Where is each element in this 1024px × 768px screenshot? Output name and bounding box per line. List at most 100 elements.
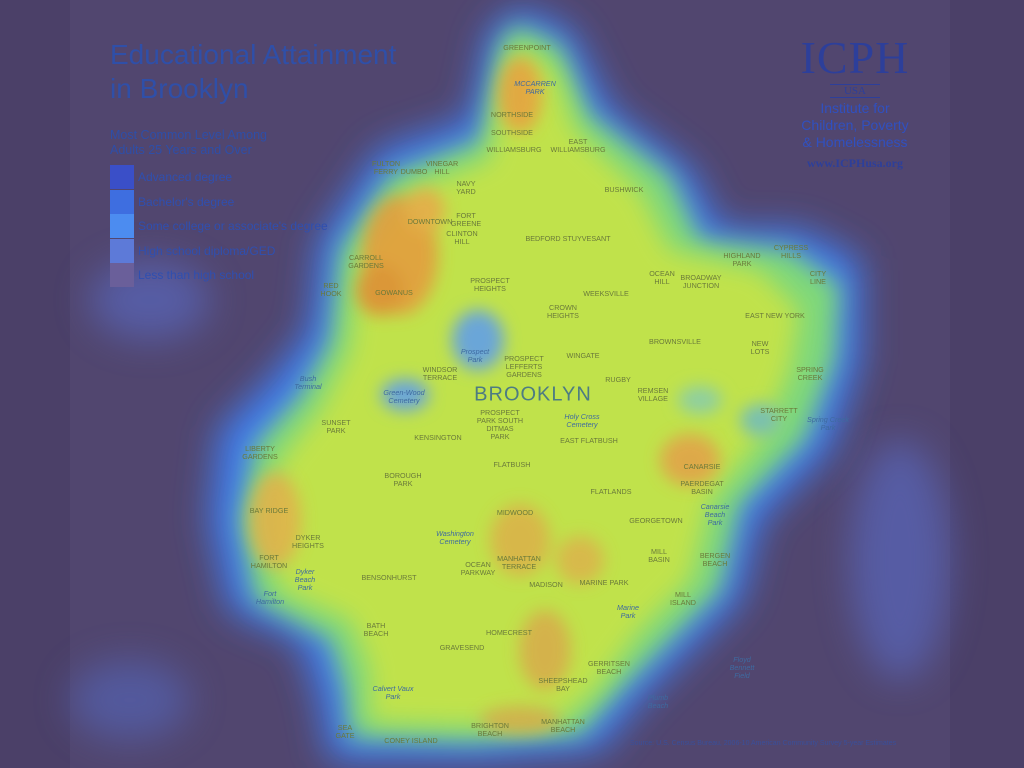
neighborhood-label: FLATLANDS (590, 487, 632, 496)
neighborhood-label: PROSPECT LEFFERTS GARDENS (504, 354, 544, 379)
neighborhood-label: BENSONHURST (361, 573, 417, 582)
logo-name-line2: Children, Poverty (801, 117, 909, 133)
park-label: Green-Wood Cemetery (383, 388, 425, 405)
neighborhood-label: RED HOOK (320, 281, 342, 298)
map-subtitle-line1: Most Common Level Among (110, 128, 268, 142)
logo-name-line3: & Homelessness (802, 134, 908, 150)
neighborhood-label: HOMECREST (486, 628, 532, 637)
logo-mark: ICPH (800, 32, 910, 83)
park-label: Plumb Beach (647, 693, 669, 710)
neighborhood-label: SPRING CREEK (796, 365, 824, 382)
neighborhood-label: CLINTON HILL (446, 229, 478, 246)
park-label: Holy Cross Cemetery (564, 412, 600, 429)
neighborhood-label: DYKER HEIGHTS (292, 533, 324, 550)
legend-swatch (110, 214, 134, 238)
neighborhood-label: OCEAN HILL (649, 269, 675, 286)
neighborhood-label: NEW LOTS (750, 339, 770, 356)
neighborhood-label: LIBERTY GARDENS (242, 444, 278, 461)
neighborhood-label: PROSPECT HEIGHTS (470, 276, 510, 293)
park-label: Prospect Park (460, 347, 490, 364)
neighborhood-label: FORT HAMILTON (250, 553, 288, 570)
legend-swatch (110, 238, 134, 263)
map-title-line1: Educational Attainment (110, 39, 397, 70)
neighborhood-label: PROSPECT PARK SOUTH DITMAS PARK (476, 408, 524, 441)
neighborhood-label: SEA GATE (335, 723, 355, 740)
neighborhood-label: NORTHSIDE (490, 110, 534, 119)
neighborhood-label: SHEEPSHEAD BAY (538, 676, 588, 693)
legend-label: Less than high school (138, 268, 255, 282)
neighborhood-label: NAVY YARD (456, 179, 476, 196)
neighborhood-label: BAY RIDGE (249, 506, 289, 515)
neighborhood-label: MILL ISLAND (670, 590, 696, 607)
neighborhood-label: BROWNSVILLE (649, 337, 701, 346)
neighborhood-label: REMSEN VILLAGE (637, 386, 669, 403)
park-label: Bush Terminal (294, 374, 322, 391)
neighborhood-label: WEEKSVILLE (583, 289, 629, 298)
hotspot-bay-ridge (249, 472, 301, 568)
neighborhood-label: EAST FLATBUSH (560, 436, 618, 445)
neighborhood-label: EAST WILLIAMSBURG (550, 137, 606, 154)
park-label: Calvert Vaux Park (372, 684, 414, 701)
legend-label: Advanced degree (138, 170, 233, 184)
neighborhood-label: GREENPOINT (503, 43, 551, 52)
neighborhood-label: WINGATE (566, 351, 600, 360)
map-title: Educational Attainment in Brooklyn (110, 38, 396, 106)
borough-label: BROOKLYN (474, 383, 592, 406)
neighborhood-label: SUNSET PARK (321, 418, 351, 435)
neighborhood-label: MARINE PARK (579, 578, 629, 587)
legend-label: Bachelor's degree (138, 194, 235, 209)
icph-logo[interactable]: ICPH USA Institute for Children, Poverty… (790, 35, 920, 171)
park-label: Floyd Bennett Field (729, 655, 755, 680)
neighborhood-label: BEDFORD STUYVESANT (525, 234, 611, 243)
prospect-park (452, 310, 504, 370)
map-subtitle: Most Common Level Among Adults 25 Years … (110, 128, 310, 158)
neighborhood-label: BUSHWICK (604, 185, 644, 194)
neighborhood-label: FLATBUSH (493, 460, 531, 469)
neighborhood-label: WINDSOR TERRACE (422, 365, 458, 382)
neighborhood-label: GEORGETOWN (629, 516, 683, 525)
park-label: Washington Cemetery (436, 529, 474, 546)
neighborhood-label: BATH BEACH (363, 621, 389, 638)
park-label: Dyker Beach Park (294, 567, 316, 592)
logo-country: USA (829, 84, 880, 98)
neighborhood-label: BERGEN BEACH (699, 551, 731, 568)
neighborhood-label: GERRITSEN BEACH (588, 659, 630, 676)
map-title-line2: in Brooklyn (110, 73, 249, 104)
park-label: Canarsie Beach Park (700, 502, 730, 527)
neighborhood-label: FULTON FERRY (371, 159, 401, 176)
neighborhood-label: EAST NEW YORK (745, 311, 805, 320)
neighborhood-label: WILLIAMSBURG (486, 145, 542, 154)
logo-name-line1: Institute for (820, 100, 890, 116)
park-label: Spring Creek Park (807, 415, 849, 432)
neighborhood-label: SOUTHSIDE (491, 128, 533, 137)
legend-label: High school diploma/GED (138, 243, 276, 258)
park-label: MCCARREN PARK (514, 79, 556, 96)
neighborhood-label: DUMBO (400, 167, 428, 176)
hotspot-greenpoint (498, 57, 542, 133)
neighborhood-label: MADISON (529, 580, 563, 589)
neighborhood-label: GRAVESEND (439, 643, 485, 652)
neighborhood-label: BROADWAY JUNCTION (680, 273, 722, 290)
legend-swatch (110, 165, 134, 189)
neighborhood-label: CYPRESS HILLS (773, 243, 809, 260)
neighborhood-label: HIGHLAND PARK (723, 251, 761, 268)
neighborhood-label: RUGBY (605, 375, 631, 384)
neighborhood-label: CARROLL GARDENS (348, 253, 384, 270)
logo-url: www.ICPHusa.org (806, 156, 903, 170)
neighborhood-label: CANARSIE (683, 462, 721, 471)
neighborhood-label: BRIGHTON BEACH (471, 721, 509, 738)
neighborhood-label: BOROUGH PARK (384, 471, 422, 488)
neighborhood-label: MIDWOOD (496, 508, 534, 517)
neighborhood-label: GOWANUS (375, 288, 413, 297)
neighborhood-label: CROWN HEIGHTS (547, 303, 579, 320)
neighborhood-label: VINEGAR HILL (425, 159, 459, 176)
source-note: Source: U.S. Census Bureau, 2006-10 Amer… (630, 740, 897, 747)
park-label: Fort Hamilton (255, 589, 285, 606)
legend-swatch (110, 189, 134, 214)
hotspot-canarsie (660, 434, 720, 486)
neighborhood-label: KENSINGTON (414, 433, 462, 442)
legend-swatch (110, 263, 134, 287)
neighborhood-label: CONEY ISLAND (384, 736, 438, 745)
